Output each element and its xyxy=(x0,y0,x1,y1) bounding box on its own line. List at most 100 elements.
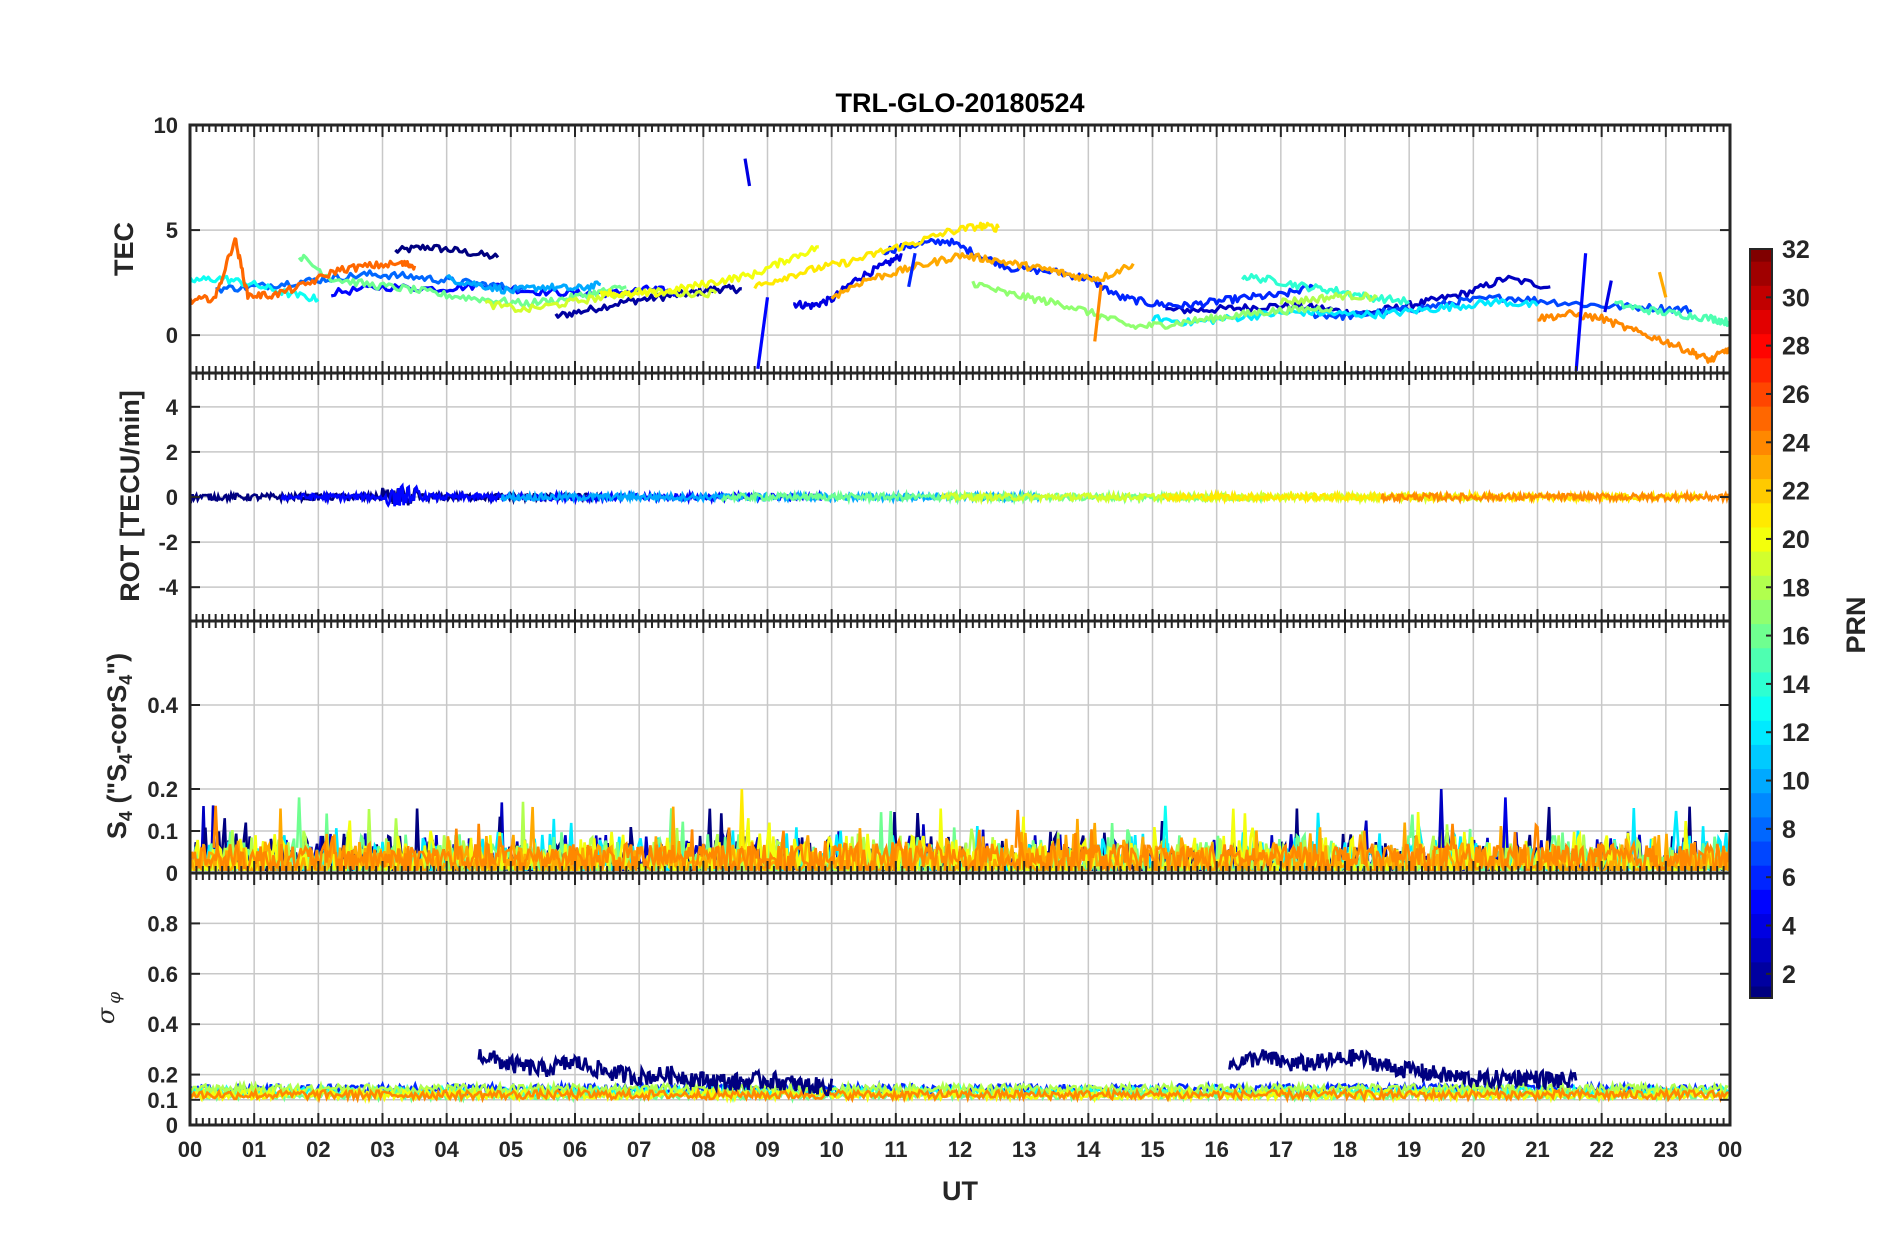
y-tick-label: 0.2 xyxy=(147,777,178,802)
sigma-phi-grid xyxy=(190,873,1730,1126)
tec-line-prn-25 xyxy=(190,237,417,305)
x-tick-label: 17 xyxy=(1269,1137,1293,1162)
y-tick-label: 0.1 xyxy=(147,819,178,844)
y-tick-label: 0 xyxy=(166,323,178,348)
s4-peak xyxy=(295,797,303,848)
s4-panel: 0 0.1 0.2 0.4 S4 ("S4-corS4") xyxy=(102,619,1732,886)
colorbar-band xyxy=(1750,599,1772,625)
y-tick-label: 0.2 xyxy=(147,1063,178,1088)
s4-peak xyxy=(738,788,746,848)
rot-line-prn-24 xyxy=(1380,488,1730,505)
y-tick-label: 5 xyxy=(166,218,178,243)
x-tick-label: 13 xyxy=(1012,1137,1036,1162)
x-tick-label: 18 xyxy=(1333,1137,1357,1162)
y-tick-label: 0.4 xyxy=(147,693,178,718)
colorbar-band xyxy=(1750,840,1772,866)
sigphi-line-prn-1 xyxy=(1228,1049,1578,1092)
chart-title: TRL-GLO-20180524 xyxy=(835,88,1084,118)
colorbar-tick-label: 24 xyxy=(1782,429,1810,457)
x-tick-label: 05 xyxy=(499,1137,523,1162)
sigma-phi-panel: 00.10.2 0.4 0.6 0.8 σφ xyxy=(92,871,1732,1138)
colorbar-band xyxy=(1750,720,1772,745)
x-tick-label: 01 xyxy=(242,1137,266,1162)
colorbar-tick-label: 18 xyxy=(1782,574,1810,602)
tec-ylabel: TEC xyxy=(109,222,139,276)
x-tick-label: 11 xyxy=(884,1137,907,1162)
colorbar-tick-label: 26 xyxy=(1782,381,1810,409)
y-tick-label: 10 xyxy=(154,113,178,138)
x-tick-label: 00 xyxy=(1718,1137,1742,1162)
tec-line-prn-16 xyxy=(297,253,627,308)
tec-spike-prn-5 xyxy=(756,297,770,370)
colorbar-band xyxy=(1750,430,1772,455)
colorbar-band xyxy=(1750,454,1772,480)
tec-line-prn-18 xyxy=(1279,290,1378,306)
axes-frame xyxy=(188,871,1732,1127)
colorbar-band xyxy=(1750,333,1772,359)
x-tick-label: 14 xyxy=(1076,1137,1101,1162)
colorbar-tick-label: 6 xyxy=(1782,864,1796,892)
colorbar-tick-label: 12 xyxy=(1782,719,1810,747)
tec-line-prn-17 xyxy=(971,280,1334,330)
tec-spike-prn-24 xyxy=(1093,284,1103,342)
y-tick-label: 2 xyxy=(166,440,178,465)
sigphi-line-prn-1 xyxy=(477,1049,834,1097)
x-tick-label: 08 xyxy=(691,1137,715,1162)
colorbar-tick-label: 28 xyxy=(1782,333,1810,361)
s4-peak xyxy=(1014,809,1021,848)
colorbar-band xyxy=(1750,478,1772,504)
tec-spike-prn-5 xyxy=(1574,253,1588,371)
colorbar-frame xyxy=(1749,248,1773,999)
y-tick-label: 0 xyxy=(166,1113,178,1138)
colorbar-tick-label: 2 xyxy=(1782,961,1796,989)
x-tick-label: 15 xyxy=(1140,1137,1164,1162)
tec-series xyxy=(190,158,1730,371)
tec-panel: 0 5 10 TEC xyxy=(109,113,1732,375)
colorbar-label: PRN xyxy=(1841,596,1871,653)
x-tick-label: 02 xyxy=(306,1137,330,1162)
y-tick-label: -2 xyxy=(158,530,178,555)
colorbar-tick-label: 10 xyxy=(1782,768,1810,796)
colorbar-band xyxy=(1750,647,1772,673)
y-tick-label: 0 xyxy=(166,485,178,510)
x-tick-label: 07 xyxy=(627,1137,651,1162)
colorbar-band xyxy=(1750,937,1772,963)
colorbar-band xyxy=(1750,261,1772,286)
y-tick-label: 0.1 xyxy=(147,1088,178,1113)
x-tick-label: 23 xyxy=(1654,1137,1678,1162)
x-tick-label: 06 xyxy=(563,1137,587,1162)
colorbar-band xyxy=(1750,575,1772,600)
x-tick-label: 16 xyxy=(1204,1137,1228,1162)
colorbar-tick-label: 14 xyxy=(1782,671,1810,699)
x-tick-label: 12 xyxy=(948,1137,972,1162)
x-tick-label: 19 xyxy=(1397,1137,1421,1162)
x-tick-label: 20 xyxy=(1461,1137,1485,1162)
colorbar-tick-label: 20 xyxy=(1782,526,1810,554)
tec-spike-prn-23 xyxy=(1657,271,1668,298)
colorbar-band xyxy=(1750,285,1772,311)
y-tick-label: 0.4 xyxy=(147,1012,178,1037)
rot-series xyxy=(190,482,1730,508)
y-tick-label: 4 xyxy=(166,395,179,420)
colorbar-band xyxy=(1750,792,1772,818)
colorbar-tick-label: 22 xyxy=(1782,478,1810,506)
tec-line-prn-21 xyxy=(753,221,1000,290)
colorbar-band xyxy=(1750,865,1772,890)
s4-ylabel: S4 ("S4-corS4") xyxy=(102,653,136,839)
s4-grid xyxy=(190,621,1730,874)
tec-line-prn-1 xyxy=(394,243,500,260)
sigphi-bg-prn-24 xyxy=(190,1085,1729,1104)
x-tick-label: 03 xyxy=(370,1137,394,1162)
colorbar-band xyxy=(1750,913,1772,939)
s4-peak xyxy=(1438,788,1445,848)
colorbar-tick-label: 16 xyxy=(1782,623,1810,651)
x-tick-label: 09 xyxy=(755,1137,779,1162)
tec-line-prn-4 xyxy=(792,253,903,310)
tec-line-prn-23 xyxy=(830,252,1135,300)
colorbar-band xyxy=(1750,249,1772,262)
colorbar-band xyxy=(1750,623,1772,649)
tec-y-ticks: 0 5 10 xyxy=(154,113,1732,375)
colorbar-band xyxy=(1750,744,1772,770)
